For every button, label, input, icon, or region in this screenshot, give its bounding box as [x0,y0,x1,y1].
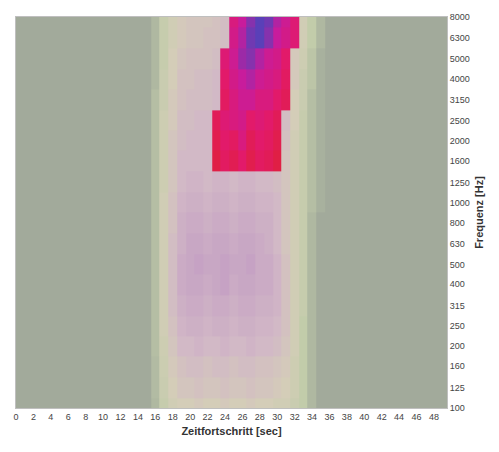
svg-text:2: 2 [31,412,36,422]
svg-text:4000: 4000 [450,74,470,84]
svg-text:30: 30 [272,412,282,422]
svg-text:14: 14 [133,412,143,422]
svg-text:4: 4 [48,412,53,422]
svg-text:125: 125 [450,383,465,393]
svg-text:28: 28 [255,412,265,422]
svg-text:40: 40 [359,412,369,422]
svg-text:250: 250 [450,321,465,331]
svg-text:200: 200 [450,341,465,351]
svg-text:1000: 1000 [450,198,470,208]
svg-text:2500: 2500 [450,116,470,126]
svg-text:6: 6 [66,412,71,422]
svg-text:100: 100 [450,403,465,413]
svg-text:Frequenz [Hz]: Frequenz [Hz] [473,176,485,249]
svg-text:48: 48 [429,412,439,422]
svg-text:6300: 6300 [450,33,470,43]
svg-text:400: 400 [450,279,465,289]
svg-text:3150: 3150 [450,95,470,105]
svg-text:160: 160 [450,361,465,371]
svg-text:20: 20 [185,412,195,422]
svg-text:8: 8 [83,412,88,422]
svg-text:22: 22 [203,412,213,422]
svg-text:630: 630 [450,239,465,249]
svg-text:2000: 2000 [450,136,470,146]
svg-text:1600: 1600 [450,156,470,166]
svg-text:44: 44 [394,412,404,422]
svg-text:800: 800 [450,218,465,228]
svg-text:500: 500 [450,260,465,270]
svg-text:42: 42 [377,412,387,422]
svg-text:5000: 5000 [450,54,470,64]
svg-text:36: 36 [324,412,334,422]
svg-text:Zeitfortschritt [sec]: Zeitfortschritt [sec] [181,425,282,437]
svg-text:315: 315 [450,301,465,311]
svg-text:8000: 8000 [450,12,470,22]
svg-text:24: 24 [220,412,230,422]
svg-text:32: 32 [290,412,300,422]
svg-text:10: 10 [98,412,108,422]
svg-text:1250: 1250 [450,178,470,188]
svg-text:34: 34 [307,412,317,422]
svg-text:12: 12 [115,412,125,422]
svg-text:16: 16 [150,412,160,422]
svg-text:26: 26 [237,412,247,422]
svg-text:38: 38 [342,412,352,422]
svg-text:46: 46 [412,412,422,422]
svg-text:0: 0 [13,412,18,422]
svg-text:18: 18 [168,412,178,422]
